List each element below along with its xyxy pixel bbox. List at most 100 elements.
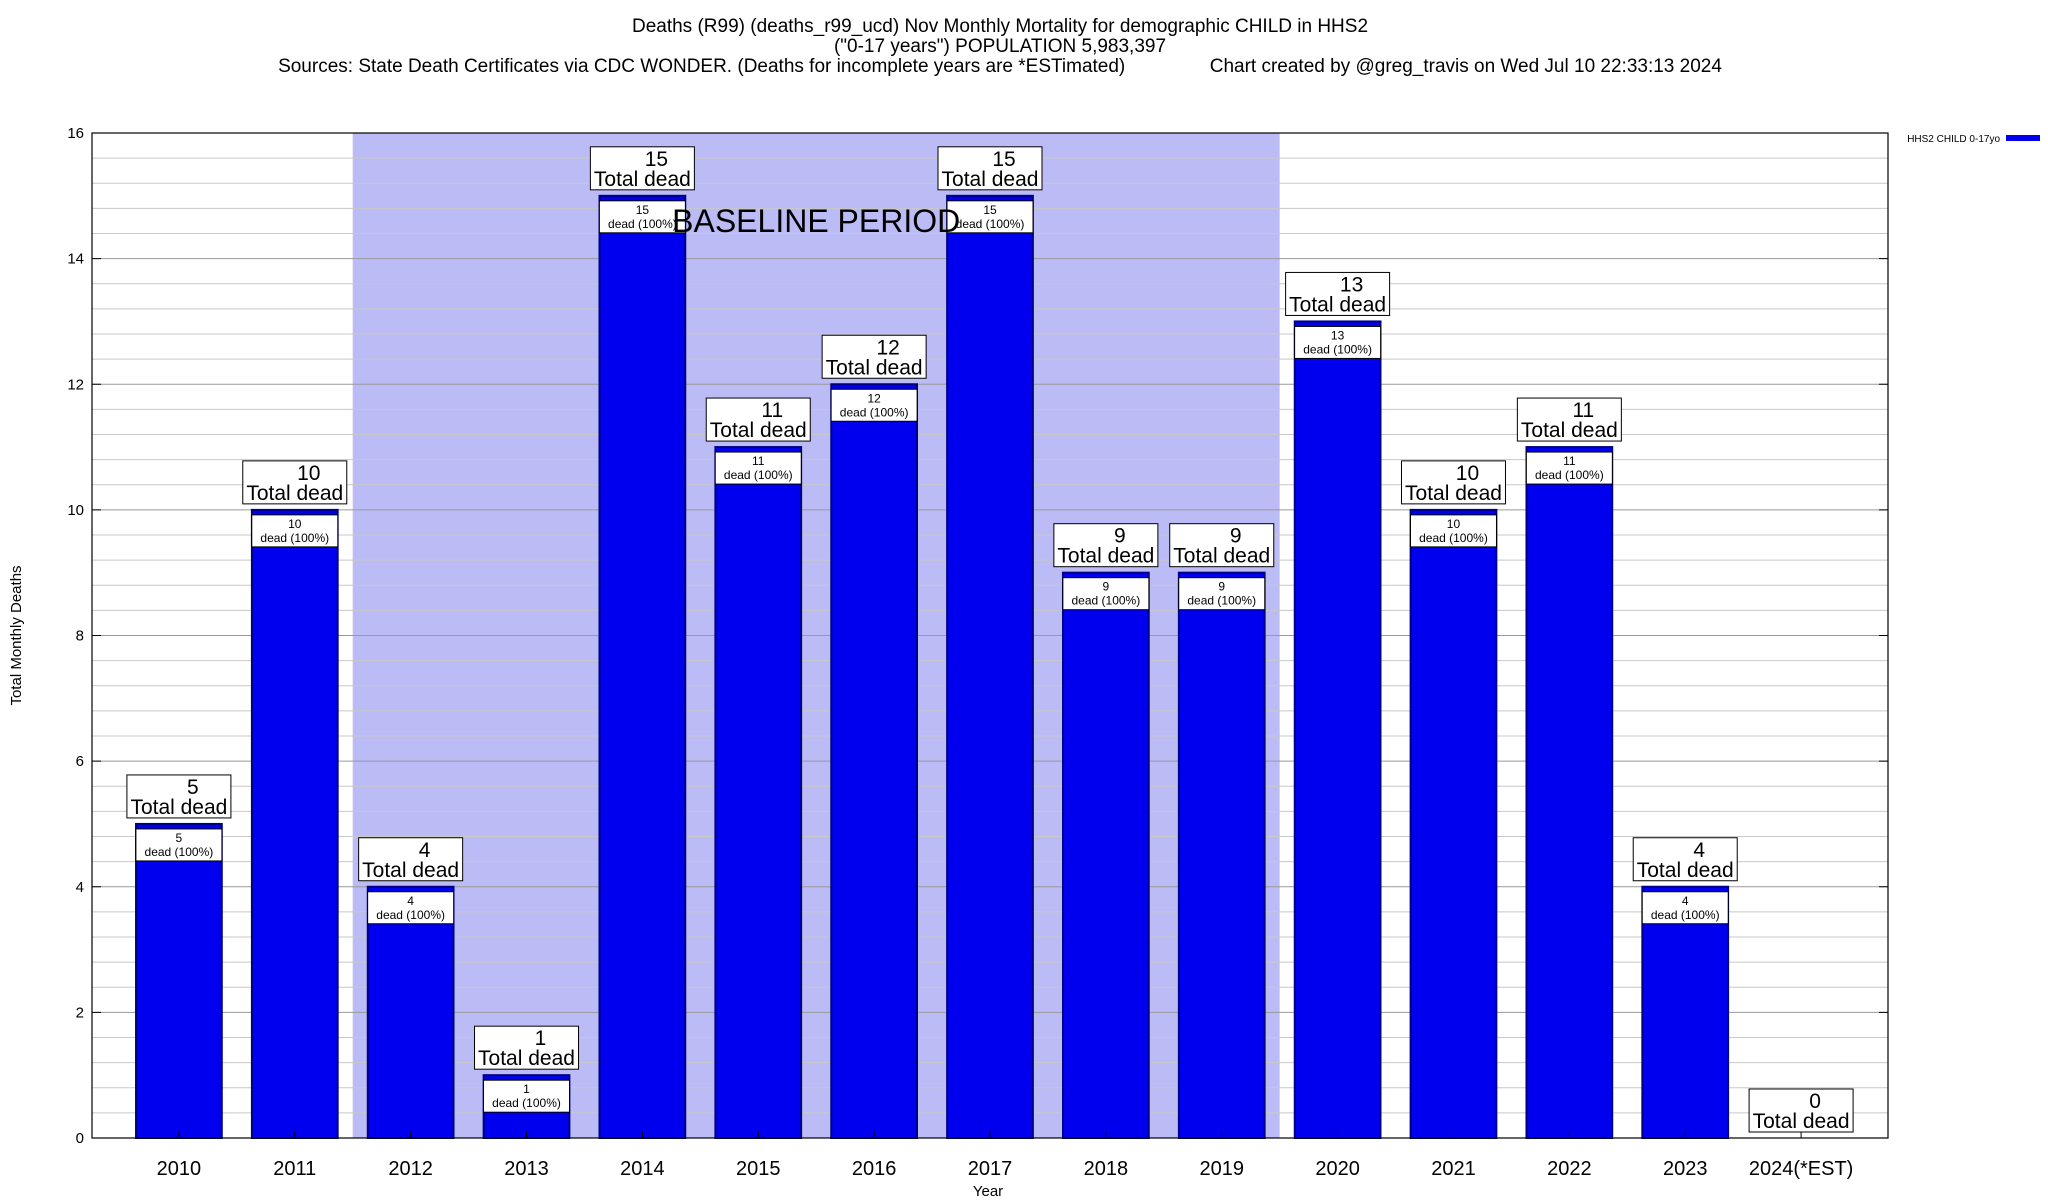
bar-label-text: dead (100%) <box>1072 594 1141 608</box>
x-tick-label: 2010 <box>157 1158 202 1180</box>
bar-2022 <box>1525 446 1614 1139</box>
x-tick-label: 2013 <box>504 1158 549 1180</box>
title-line-1: Deaths (R99) (deaths_r99_ucd) Nov Monthl… <box>632 16 1368 37</box>
total-label-text: Total dead <box>710 419 807 442</box>
plot-frame <box>91 132 1889 1139</box>
bar-2016 <box>830 383 919 1139</box>
total-label-text: Total dead <box>1057 545 1154 568</box>
bar-label-box <box>251 514 339 548</box>
y-axis-title: Total Monthly Deaths <box>8 565 25 705</box>
total-label-count: 15 <box>992 148 1015 171</box>
total-label-count: 10 <box>1456 462 1479 485</box>
total-label-box <box>242 460 348 505</box>
total-label-box <box>705 397 811 442</box>
bar-label-count: 12 <box>867 391 881 405</box>
bar-label-box <box>830 388 918 422</box>
total-label-count: 15 <box>645 148 668 171</box>
total-label-count: 4 <box>1693 839 1705 862</box>
bar-2019 <box>1177 571 1266 1139</box>
bar-label-count: 10 <box>288 517 302 531</box>
total-label-count: 9 <box>1114 525 1126 548</box>
y-tick-label: 2 <box>76 1004 84 1021</box>
bar-label-box <box>1641 891 1729 925</box>
bar-label-text: dead (100%) <box>376 908 445 922</box>
bar-2015 <box>714 446 803 1139</box>
bar-label-text: dead (100%) <box>1303 342 1372 356</box>
bar-label-box <box>367 891 455 925</box>
total-label-box <box>589 146 695 191</box>
bar-label-box <box>483 1079 571 1113</box>
total-label-text: Total dead <box>478 1047 575 1070</box>
bar-label-text: dead (100%) <box>608 217 677 231</box>
total-label-box <box>1285 271 1391 316</box>
total-label-box <box>358 837 464 882</box>
bar-label-count: 5 <box>176 831 183 845</box>
bar-2023 <box>1641 885 1730 1139</box>
y-tick-label: 8 <box>76 628 84 645</box>
total-label-box <box>1632 837 1738 882</box>
total-label-text: Total dead <box>246 482 343 505</box>
bar-2020 <box>1293 320 1382 1139</box>
y-tick-label: 4 <box>76 879 84 896</box>
bar-2010 <box>135 822 223 1139</box>
title-line-2: ("0-17 years") POPULATION 5,983,397 <box>834 36 1166 57</box>
y-tick-label: 12 <box>67 376 84 393</box>
legend: HHS2 CHILD 0-17yo <box>1907 134 2040 145</box>
x-tick-label: 2017 <box>968 1158 1013 1180</box>
bar-label-text: dead (100%) <box>492 1096 561 1110</box>
bar-label-text: dead (100%) <box>956 217 1025 231</box>
bar-label-text: dead (100%) <box>145 845 214 859</box>
x-tick-label: 2021 <box>1431 1158 1476 1180</box>
x-tick-label: 2024(*EST) <box>1749 1158 1854 1180</box>
total-label-count: 11 <box>761 399 783 422</box>
x-tick-label: 2011 <box>273 1158 316 1180</box>
bar-label-box <box>1525 451 1613 485</box>
bar-label-text: dead (100%) <box>1651 908 1720 922</box>
y-tick-label: 10 <box>67 502 84 519</box>
total-label-count: 4 <box>419 839 431 862</box>
bar-2014 <box>598 194 687 1139</box>
x-tick-label: 2014 <box>620 1158 665 1180</box>
bar-label-box <box>714 451 802 485</box>
y-tick-label: 0 <box>76 1130 84 1147</box>
x-tick-label: 2020 <box>1315 1158 1360 1180</box>
y-tick-label: 16 <box>67 125 84 142</box>
legend-label: HHS2 CHILD 0-17yo <box>1907 134 2000 145</box>
total-label-box <box>1400 460 1506 505</box>
legend-swatch <box>2006 135 2040 141</box>
total-label-box <box>1053 523 1159 568</box>
total-label-text: Total dead <box>1289 293 1386 316</box>
total-label-box <box>937 146 1043 191</box>
total-label-count: 11 <box>1572 399 1594 422</box>
bar-label-box <box>1178 577 1266 611</box>
x-axis-title: Year <box>973 1183 1003 1200</box>
bar-2011 <box>250 508 339 1139</box>
total-label-count: 10 <box>297 462 320 485</box>
x-tick-label: 2019 <box>1199 1158 1244 1180</box>
total-label-text: Total dead <box>826 356 923 379</box>
bar-label-count: 15 <box>983 203 997 217</box>
baseline-period-label: BASELINE PERIOD <box>672 203 960 239</box>
total-label-count: 9 <box>1230 525 1242 548</box>
bar-label-count: 11 <box>752 454 765 468</box>
total-label-count: 0 <box>1809 1090 1821 1113</box>
total-label-count: 5 <box>187 776 199 799</box>
total-label-text: Total dead <box>1521 419 1618 442</box>
bar-label-box <box>135 828 223 862</box>
total-label-text: Total dead <box>594 168 691 191</box>
bar-label-box <box>946 200 1034 234</box>
x-tick-label: 2023 <box>1663 1158 1708 1180</box>
bar-2017 <box>946 194 1034 1139</box>
bar-label-text: dead (100%) <box>724 468 793 482</box>
bar-label-box <box>1062 577 1150 611</box>
title-line-3: Sources: State Death Certificates via CD… <box>278 56 1722 77</box>
total-label-text: Total dead <box>1173 545 1270 568</box>
bar-label-count: 11 <box>1563 454 1576 468</box>
bar-label-count: 4 <box>407 894 414 908</box>
total-label-box <box>126 774 232 819</box>
x-tick-label: 2022 <box>1547 1158 1592 1180</box>
total-label-text: Total dead <box>1753 1110 1850 1133</box>
bar-label-text: dead (100%) <box>1535 468 1604 482</box>
